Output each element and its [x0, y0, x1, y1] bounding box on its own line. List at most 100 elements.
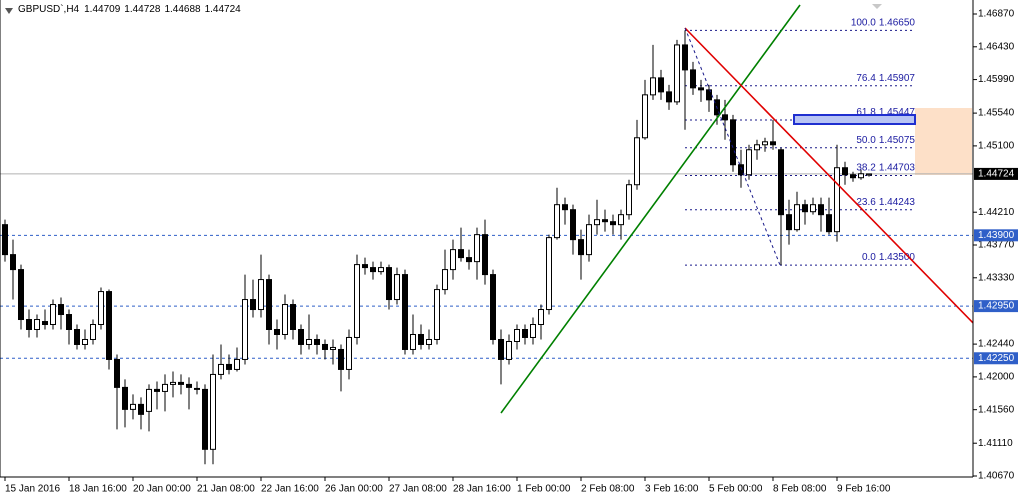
- candle-body: [226, 363, 232, 370]
- fib-label: 0.0 1.43500: [862, 252, 915, 263]
- candle-body: [458, 249, 464, 259]
- candle-body: [578, 239, 584, 256]
- open-value: 1.44709: [84, 4, 121, 15]
- candle-body: [658, 77, 664, 93]
- low-value: 1.44688: [164, 4, 201, 15]
- candle-body: [450, 249, 456, 271]
- y-tick-label: 1.43770: [978, 240, 1015, 251]
- candle-body: [690, 69, 696, 89]
- fib-ratio: 76.4: [856, 73, 876, 84]
- y-tick-label: 1.44210: [978, 207, 1015, 218]
- candle-body: [194, 387, 200, 390]
- y-tick-label: 1.45100: [978, 141, 1015, 152]
- candle-body: [266, 279, 272, 331]
- candle-body: [154, 388, 160, 392]
- candle-body: [642, 94, 648, 139]
- fib-ratio: 0.0: [862, 252, 876, 263]
- x-tick-label: 18 Jan 16:00: [69, 484, 127, 495]
- x-tick-label: 28 Jan 16:00: [453, 484, 511, 495]
- fib-price: 1.45075: [879, 135, 916, 146]
- x-tick-label: 27 Jan 08:00: [389, 484, 447, 495]
- x-tick-label: 3 Feb 16:00: [645, 484, 699, 495]
- candle-body: [786, 214, 792, 231]
- candle-body: [538, 309, 544, 326]
- x-tick-label: 21 Jan 08:00: [197, 484, 255, 495]
- candle-body: [282, 304, 288, 335]
- candle-body: [26, 319, 32, 331]
- fib-price: 1.45447: [879, 107, 916, 118]
- level-label: 1.43900: [978, 230, 1015, 241]
- candle-body: [258, 279, 264, 311]
- candle-body: [754, 144, 760, 151]
- y-tick-label: 1.45540: [978, 108, 1015, 119]
- candles: [2, 30, 872, 465]
- candle-body: [186, 383, 192, 388]
- symbol-icon: [5, 8, 13, 14]
- candle-body: [122, 386, 128, 410]
- candle-body: [322, 343, 328, 350]
- candle-body: [778, 149, 784, 216]
- candle-body: [770, 141, 776, 146]
- fib-price: 1.46650: [879, 17, 916, 28]
- candle-body: [362, 264, 368, 269]
- candle-body: [746, 149, 752, 176]
- candle-body: [330, 346, 336, 350]
- candle-body: [610, 221, 616, 226]
- fib-ratio: 38.2: [856, 162, 876, 173]
- candle-body: [10, 254, 16, 271]
- candle-body: [546, 237, 552, 311]
- candle-body: [162, 383, 168, 392]
- candle-body: [170, 381, 176, 385]
- candle-body: [402, 274, 408, 350]
- candle-body: [98, 291, 104, 326]
- candle-body: [562, 204, 568, 211]
- candle-body: [842, 167, 848, 176]
- candle-body: [482, 234, 488, 276]
- symbol: GBPUSD`,H4: [18, 3, 80, 15]
- candle-body: [722, 114, 728, 121]
- candle-body: [274, 329, 280, 335]
- candle-body: [626, 184, 632, 216]
- candle-body: [650, 77, 656, 96]
- candle-body: [298, 329, 304, 345]
- fib-zone: [915, 108, 972, 175]
- candle-body: [474, 234, 480, 263]
- candle-body: [586, 224, 592, 256]
- y-tick-label: 1.41560: [978, 404, 1015, 415]
- candle-body: [66, 314, 72, 331]
- candle-body: [130, 403, 136, 410]
- candle-body: [74, 329, 80, 345]
- candle-body: [234, 358, 240, 370]
- candle-body: [530, 324, 536, 338]
- candle-body: [306, 338, 312, 345]
- candle-body: [818, 204, 824, 216]
- x-tick-label: 26 Jan 00:00: [325, 484, 383, 495]
- close-value: 1.44724: [205, 4, 242, 15]
- candle-body: [698, 87, 704, 91]
- candle-body: [346, 336, 352, 370]
- y-tick-label: 1.42000: [978, 372, 1015, 383]
- candle-body: [386, 267, 392, 301]
- fib-price: 1.43500: [879, 252, 916, 263]
- fib-label: 38.2 1.44703: [856, 162, 915, 173]
- candle-body: [762, 141, 768, 146]
- candle-body: [802, 204, 808, 213]
- candle-body: [42, 321, 48, 326]
- fib-ratio: 61.8: [856, 107, 876, 118]
- candle-body: [114, 358, 120, 388]
- candle-body: [290, 304, 296, 331]
- candle-body: [466, 257, 472, 263]
- candle-body: [858, 173, 864, 179]
- candle-body: [18, 269, 24, 321]
- high-value: 1.44728: [124, 4, 161, 15]
- fib-ratio: 100.0: [851, 17, 876, 28]
- candle-body: [498, 338, 504, 360]
- candle-body: [378, 267, 384, 273]
- y-tick-label: 1.46870: [978, 9, 1015, 20]
- candle-body: [866, 173, 872, 176]
- x-tick-label: 22 Jan 16:00: [261, 484, 319, 495]
- candle-body: [434, 289, 440, 340]
- x-tick-label: 2 Feb 08:00: [581, 484, 635, 495]
